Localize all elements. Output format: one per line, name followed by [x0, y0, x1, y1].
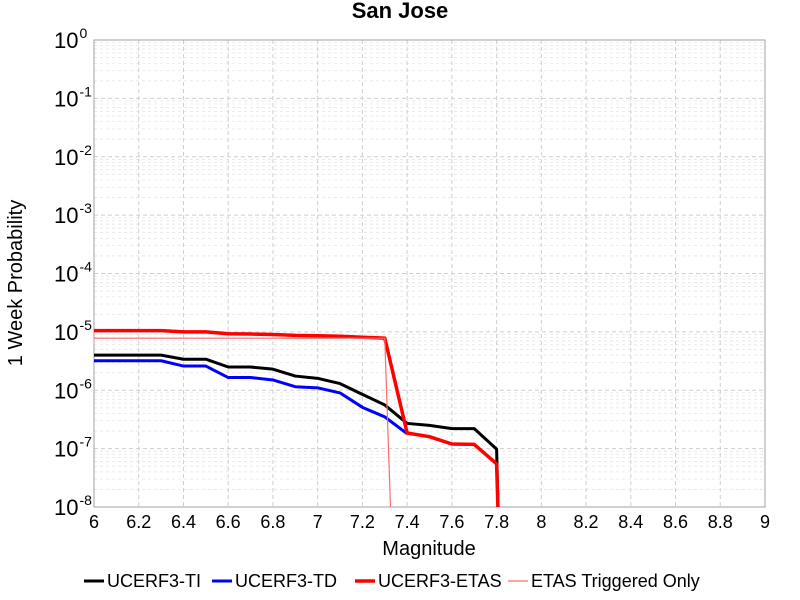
y-tick-label: 10-5 — [54, 317, 92, 345]
x-tick-label: 8.2 — [574, 512, 599, 532]
x-tick-label: 6 — [89, 512, 99, 532]
x-tick-label: 6.4 — [171, 512, 196, 532]
grid — [93, 39, 766, 508]
x-tick-label: 8.8 — [708, 512, 733, 532]
plot-frame — [93, 39, 766, 508]
x-tick-label: 6.2 — [126, 512, 151, 532]
x-tick-label: 7.4 — [395, 512, 420, 532]
legend-label-3: ETAS Triggered Only — [531, 571, 700, 591]
x-tick-labels: 6 6.2 6.4 6.6 6.8 7 7.2 7.4 7.6 7.8 8 8.2 8.4 8.6 8.8 9 — [89, 512, 770, 532]
y-tick-label: 100 — [54, 25, 87, 53]
series-line-1 — [94, 359, 409, 435]
x-tick-label: 7.6 — [439, 512, 464, 532]
x-tick-label: 7.2 — [350, 512, 375, 532]
y-axis-label: 1 Week Probability — [5, 200, 27, 366]
x-tick-label: 7 — [313, 512, 323, 532]
x-tick-label: 6.8 — [260, 512, 285, 532]
y-tick-label: 10-7 — [54, 434, 92, 462]
legend-label-2: UCERF3-ETAS — [378, 571, 502, 591]
y-tick-label: 10-8 — [54, 492, 92, 520]
y-tick-label: 10-6 — [54, 375, 92, 403]
chart-title: San Jose — [352, 0, 449, 23]
x-tick-label: 9 — [760, 512, 770, 532]
legend-label-0: UCERF3-TI — [107, 571, 201, 591]
legend: UCERF3-TI UCERF3-TD UCERF3-ETAS ETAS Trigge… — [84, 571, 700, 591]
series-line-2 — [94, 328, 500, 507]
series-layer — [94, 328, 500, 507]
x-axis-label: Magnitude — [382, 538, 475, 560]
x-tick-label: 8 — [536, 512, 546, 532]
y-tick-label: 10-3 — [54, 200, 92, 228]
x-tick-label: 7.8 — [484, 512, 509, 532]
y-tick-label: 10-1 — [54, 83, 92, 111]
y-tick-label: 10-2 — [54, 142, 92, 170]
y-tick-label: 10-4 — [54, 259, 92, 287]
x-tick-label: 8.6 — [663, 512, 688, 532]
series-line-3 — [94, 337, 392, 507]
x-tick-label: 8.4 — [618, 512, 643, 532]
x-tick-label: 6.6 — [216, 512, 241, 532]
legend-label-1: UCERF3-TD — [235, 571, 337, 591]
series-line-0 — [94, 353, 500, 507]
y-tick-labels: 100 10-1 10-2 10-3 10-4 10-5 10-6 10-7 10-8 — [54, 25, 92, 520]
